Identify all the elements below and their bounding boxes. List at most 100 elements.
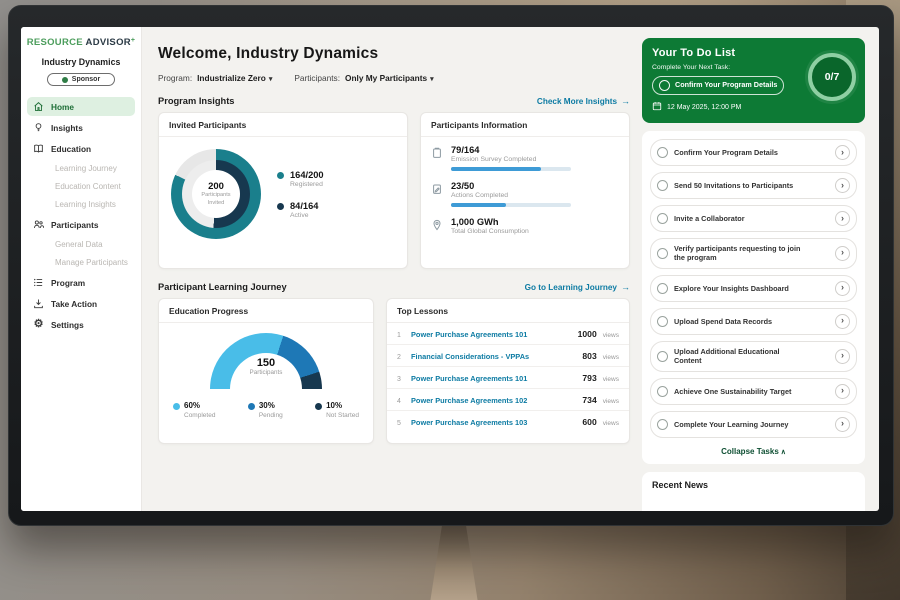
legend-value: 164/200 [290, 169, 324, 180]
card-title: Invited Participants [159, 113, 407, 137]
list-icon [33, 277, 44, 288]
lesson-views: 600 [582, 416, 597, 427]
sidebar: RESOURCE ADVISOR+ Industry Dynamics Spon… [21, 27, 142, 511]
lesson-views: 1000 [577, 328, 597, 339]
sidebar-item-take-action[interactable]: Take Action [27, 294, 135, 313]
info-value: 79/164 [451, 145, 480, 155]
task-row[interactable]: Upload Additional Educational Content [650, 340, 857, 372]
next-task-pill[interactable]: Confirm Your Program Details [652, 76, 785, 95]
sidebar-item-label: Take Action [51, 298, 98, 309]
task-checkbox[interactable] [657, 385, 668, 397]
lesson-rank: 4 [397, 397, 401, 405]
sidebar-item-education-content[interactable]: Education Content [55, 182, 121, 191]
sidebar-item-learning-journey[interactable]: Learning Journey [55, 164, 117, 173]
task-row[interactable]: Verify participants requesting to join t… [650, 238, 857, 269]
program-filter[interactable]: Program: Industrialize Zero [158, 73, 272, 83]
lesson-rank: 3 [397, 375, 401, 383]
task-checkbox[interactable] [657, 247, 668, 259]
sidebar-item-education[interactable]: Education [27, 139, 135, 158]
logo-resource: RESOURCE [26, 37, 83, 48]
task-checkbox[interactable] [657, 315, 668, 327]
link-label: Go to Learning Journey [524, 282, 617, 292]
lesson-title-link[interactable]: Power Purchase Agreements 101 [411, 329, 528, 339]
pencil-checklist-icon [431, 181, 443, 207]
legend-label: Registered [290, 180, 323, 188]
task-chevron-button[interactable] [835, 313, 850, 329]
task-row[interactable]: Invite a Collaborator [650, 205, 857, 232]
invited-participants-card: Invited Participants 200 Participants In… [158, 112, 408, 269]
info-row-survey: 79/164 Emission Survey Completed [421, 137, 629, 173]
task-chevron-button[interactable] [835, 178, 850, 193]
sidebar-item-label: Home [51, 101, 75, 112]
sponsor-badge[interactable]: Sponsor [47, 73, 115, 86]
task-chevron-button[interactable] [835, 383, 850, 399]
task-checkbox[interactable] [657, 350, 668, 362]
sidebar-item-learning-insights[interactable]: Learning Insights [55, 200, 116, 209]
task-chevron-button[interactable] [835, 348, 850, 364]
sponsor-label: Sponsor [71, 76, 101, 83]
gauge-center: 150 Participants [210, 357, 322, 376]
task-checkbox[interactable] [657, 213, 668, 224]
sidebar-item-general-data[interactable]: General Data [55, 240, 103, 249]
lesson-title-link[interactable]: Financial Considerations - VPPAs [411, 351, 530, 361]
task-row[interactable]: Achieve One Sustainability Target [650, 377, 857, 405]
task-row[interactable]: Complete Your Learning Journey [650, 410, 857, 438]
task-row[interactable]: Explore Your Insights Dashboard [650, 274, 857, 302]
task-chevron-button[interactable] [835, 280, 850, 296]
page-title: Welcome, Industry Dynamics [158, 45, 379, 62]
lesson-title-link[interactable]: Power Purchase Agreements 102 [411, 395, 528, 405]
go-to-learning-journey-link[interactable]: Go to Learning Journey [525, 282, 630, 292]
dashboard-screen: RESOURCE ADVISOR+ Industry Dynamics Spon… [21, 27, 879, 511]
sidebar-item-settings[interactable]: Settings [27, 315, 135, 334]
active-dot-icon [277, 202, 284, 210]
legend-pct: 10% [326, 401, 343, 410]
task-checkbox[interactable] [657, 418, 668, 430]
check-more-insights-link[interactable]: Check More Insights [537, 96, 630, 106]
task-checkbox[interactable] [657, 282, 668, 294]
lesson-rank: 5 [397, 419, 401, 427]
education-gauge-chart: 150 Participants [210, 333, 322, 389]
task-chevron-button[interactable] [835, 245, 850, 261]
task-chevron-button[interactable] [835, 416, 850, 432]
legend-value: 84/164 [290, 200, 319, 211]
collapse-tasks-link[interactable]: Collapse Tasks [650, 444, 857, 460]
legend-label: Pending [258, 412, 283, 419]
actions-progress-bar [451, 203, 571, 207]
todo-progress-ring: 0/7 [808, 53, 856, 101]
education-legend: 60% Completed 30% Pending 10% Not Starte… [159, 389, 373, 419]
gauge-center-value: 150 [256, 357, 276, 369]
participants-filter-selected: Only My Participants [345, 73, 428, 83]
lesson-views: 793 [582, 372, 597, 383]
task-row[interactable]: Send 50 Invitations to Participants [650, 172, 857, 199]
tasks-card: Confirm Your Program Details Send 50 Inv… [642, 131, 865, 464]
lesson-title-link[interactable]: Power Purchase Agreements 103 [411, 417, 528, 427]
task-chevron-button[interactable] [835, 211, 850, 226]
people-icon [33, 219, 44, 230]
sidebar-item-manage-participants[interactable]: Manage Participants [55, 258, 128, 267]
task-checkbox[interactable] [657, 180, 668, 191]
info-label: Actions Completed [451, 192, 509, 199]
chevron-down-icon [430, 73, 434, 83]
todo-subtitle: Complete Your Next Task: [652, 64, 731, 71]
sidebar-item-home[interactable]: Home [27, 97, 135, 116]
legend-label: Active [290, 211, 309, 219]
program-insights-header: Program Insights Check More Insights [158, 96, 630, 106]
lesson-views: 803 [582, 350, 597, 361]
participants-filter[interactable]: Participants: Only My Participants [294, 73, 433, 83]
program-filter-value[interactable]: Industrialize Zero [197, 73, 272, 83]
task-checkbox[interactable] [657, 147, 668, 158]
education-progress-card: Education Progress 150 Participants 60% … [158, 298, 374, 444]
sidebar-item-program[interactable]: Program [27, 273, 135, 292]
task-row[interactable]: Confirm Your Program Details [650, 139, 857, 166]
task-row[interactable]: Upload Spend Data Records [650, 307, 857, 335]
lesson-title-link[interactable]: Power Purchase Agreements 101 [411, 373, 528, 383]
top-lessons-card: Top Lessons 1 Power Purchase Agreements … [386, 298, 630, 444]
task-checkbox[interactable] [659, 80, 670, 91]
participants-filter-value[interactable]: Only My Participants [345, 73, 434, 83]
task-chevron-button[interactable] [835, 145, 850, 160]
filter-bar: Program: Industrialize Zero Participants… [158, 73, 630, 83]
sidebar-item-participants[interactable]: Participants [27, 215, 135, 234]
card-title: Participants Information [421, 113, 629, 137]
lesson-rank: 1 [397, 331, 401, 339]
sidebar-item-insights[interactable]: Insights [27, 118, 135, 137]
